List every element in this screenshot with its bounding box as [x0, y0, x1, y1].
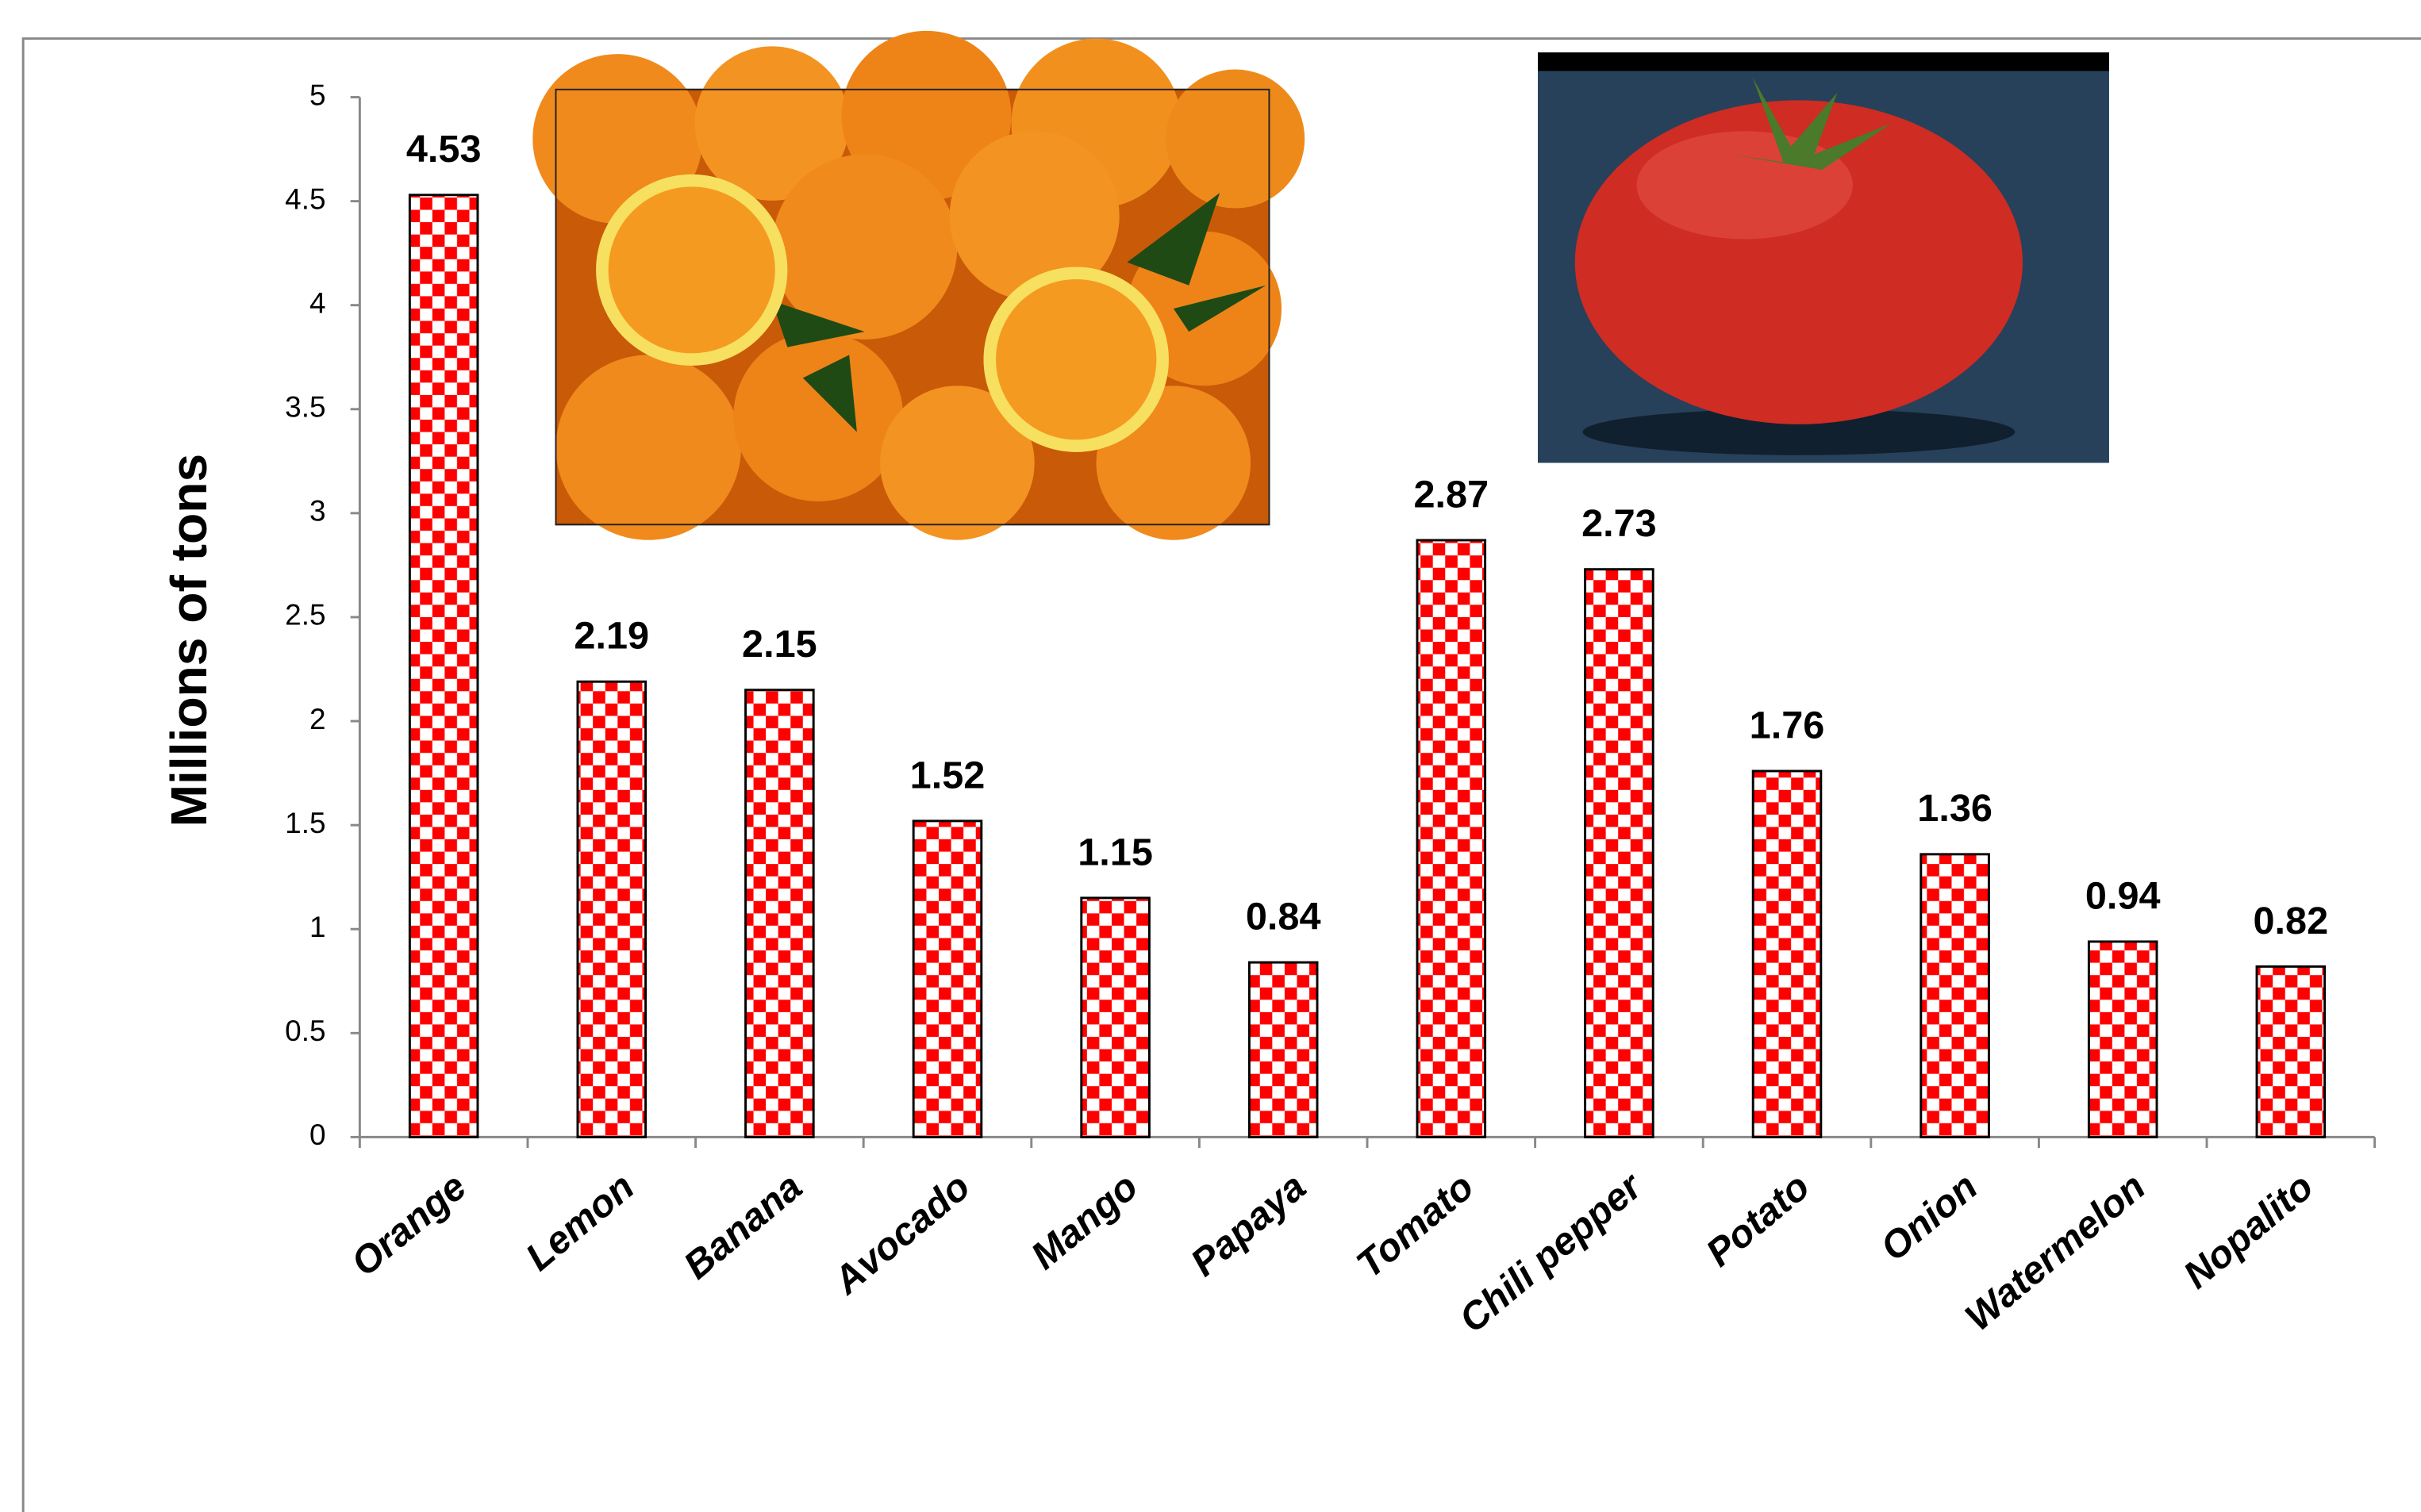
value-label: 2.73: [1581, 502, 1657, 545]
bar: [1584, 568, 1654, 1138]
x-tick-label: Nopalito: [2176, 1165, 2322, 1297]
bar: [744, 689, 815, 1138]
value-label: 1.76: [1750, 704, 1825, 746]
value-label: 2.19: [574, 615, 649, 658]
y-axis-title: Millions of tons: [160, 454, 217, 827]
bar: [576, 680, 648, 1138]
bar: [1920, 853, 1990, 1138]
x-tick-label: Onion: [1873, 1165, 1985, 1270]
x-tick-label: Mango: [1024, 1165, 1147, 1278]
x-tick-label: Watermelon: [1958, 1165, 2154, 1340]
x-tick-label: Chili pepper: [1451, 1164, 1651, 1341]
x-tick-label: Papaya: [1183, 1165, 1314, 1285]
y-tick-label: 1.5: [285, 807, 325, 839]
value-label: 1.15: [1078, 831, 1153, 873]
x-tick-label: Banana: [676, 1165, 810, 1288]
bar: [1247, 961, 1319, 1138]
bar: [1416, 539, 1487, 1138]
chart-border: [21, 37, 2421, 1512]
value-label: 2.15: [742, 623, 817, 666]
value-label: 1.52: [910, 754, 986, 796]
orange-photo: [532, 30, 1305, 540]
bar: [912, 819, 983, 1138]
y-tick-label: 0.5: [285, 1015, 325, 1047]
value-label: 1.36: [1917, 787, 1993, 830]
y-tick-label: 4: [309, 286, 326, 319]
y-tick-label: 5: [309, 79, 326, 111]
value-label: 4.53: [406, 128, 482, 171]
y-tick-label: 3.5: [285, 391, 325, 424]
y-tick-label: 1: [309, 911, 326, 943]
tomato-photo: [1538, 52, 2109, 463]
y-tick-label: 0: [309, 1119, 326, 1151]
value-label: 0.82: [2253, 900, 2328, 942]
value-label: 2.87: [1413, 473, 1489, 516]
bar: [408, 194, 479, 1138]
bar: [1080, 896, 1151, 1138]
x-tick-label: Tomato: [1349, 1165, 1482, 1287]
bar: [1751, 769, 1823, 1138]
bar: [2087, 940, 2158, 1138]
x-tick-label: Potato: [1698, 1165, 1818, 1276]
x-tick-label: Orange: [344, 1165, 475, 1285]
value-label: 0.94: [2085, 874, 2161, 917]
y-tick-label: 4.5: [285, 182, 325, 215]
y-tick-label: 2: [309, 703, 326, 735]
y-tick-label: 2.5: [285, 599, 325, 631]
value-label: 0.84: [1246, 896, 1321, 938]
x-tick-label: Lemon: [518, 1165, 643, 1280]
x-tick-label: Avocado: [825, 1165, 978, 1303]
bar: [2255, 965, 2327, 1138]
y-tick-label: 3: [309, 495, 326, 528]
